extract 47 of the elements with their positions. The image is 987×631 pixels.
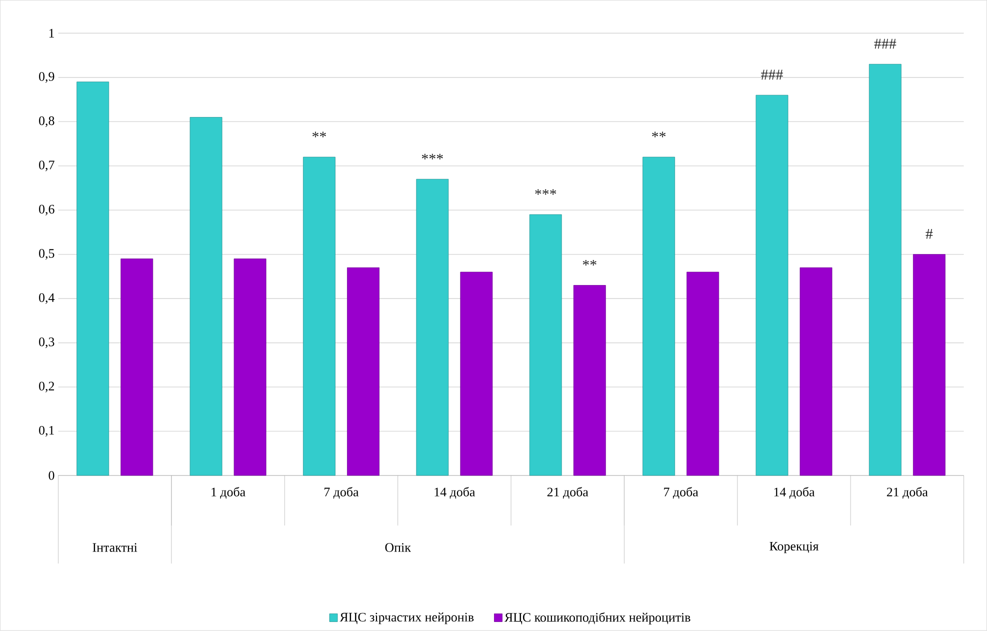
x-tick-label: 14 доба — [774, 487, 815, 499]
bar — [190, 117, 222, 476]
bar — [120, 258, 154, 476]
bar — [573, 285, 606, 476]
data-label: ** — [652, 132, 666, 138]
bar — [529, 214, 562, 476]
bar — [76, 82, 110, 476]
bar — [303, 156, 336, 476]
y-tick-label: 0,3 — [39, 338, 54, 348]
x-tick-label: 21 доба — [547, 487, 588, 499]
data-label: ** — [312, 132, 326, 138]
bar — [460, 272, 493, 476]
y-tick-label: 0,4 — [39, 293, 55, 304]
bar — [868, 64, 902, 476]
data-label: ** — [582, 260, 596, 266]
data-label: *** — [422, 154, 443, 160]
bar — [234, 258, 266, 476]
x-tick-label: 7 доба — [664, 487, 698, 499]
y-tick-label: 0,5 — [39, 249, 54, 260]
x-tick-label: 14 доба — [434, 487, 476, 499]
y-tick-label: 1 — [49, 29, 54, 38]
text: Опік — [385, 543, 411, 552]
data-label: *** — [535, 189, 556, 195]
bar — [347, 268, 380, 476]
x-tick-label: 1 доба — [212, 487, 246, 499]
bar — [686, 272, 720, 476]
data-label: ### — [874, 38, 896, 49]
data-label: # — [926, 229, 933, 239]
bar — [756, 95, 788, 476]
legend-label: ЯЦС зірчастих нейронів — [340, 612, 474, 624]
bar — [800, 268, 832, 476]
bar — [416, 179, 449, 476]
y-tick-label: 0,8 — [39, 116, 54, 128]
y-tick-label: 0,9 — [39, 72, 54, 83]
y-tick-label: 0,6 — [39, 204, 54, 216]
text: Корекція — [770, 542, 819, 554]
y-tick-label: 0,2 — [39, 382, 54, 392]
bar — [642, 156, 676, 476]
y-tick-label: 0 — [48, 471, 54, 480]
x-tick-label: 21 доба — [886, 487, 928, 499]
text: Інтактні — [92, 543, 138, 552]
data-label: ### — [761, 70, 783, 80]
x-tick-label: 7 доба — [324, 487, 359, 499]
legend-label: ЯЦС кошикоподібних нейроцитів — [504, 612, 690, 624]
y-tick-label: 0,1 — [39, 426, 54, 437]
bar — [912, 254, 946, 476]
y-tick-label: 0,7 — [39, 160, 54, 172]
